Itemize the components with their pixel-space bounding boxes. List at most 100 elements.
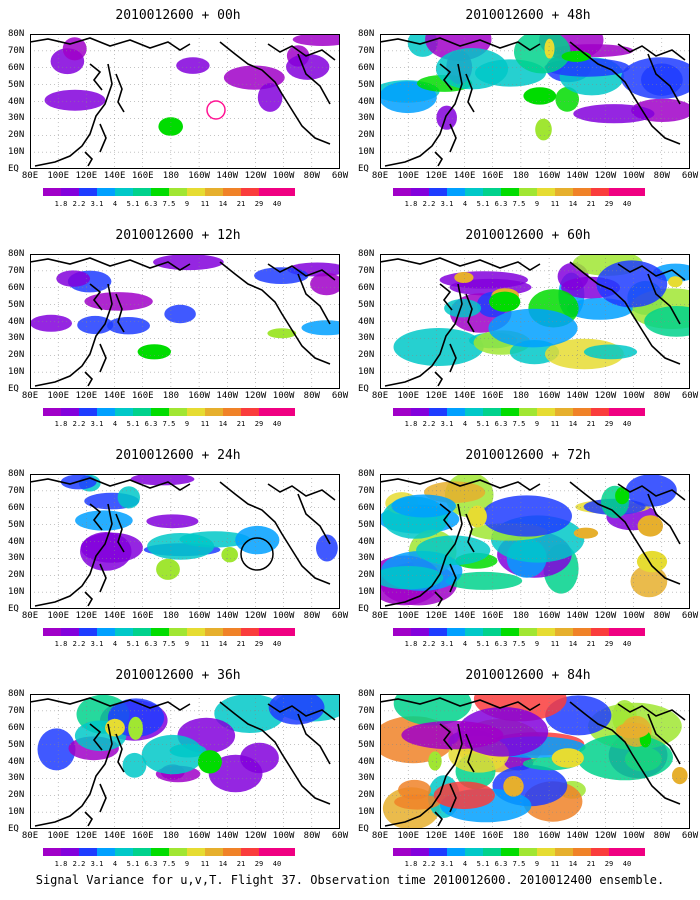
colorbar-swatch	[501, 408, 519, 416]
colorbar-swatch	[591, 848, 609, 856]
longitude-label: 120W	[594, 831, 617, 841]
colorbar-swatch	[537, 188, 555, 196]
colorbar-label: 4	[462, 860, 468, 868]
variance-core	[615, 722, 650, 739]
longitude-label: 160W	[538, 391, 560, 401]
longitude-label: 120E	[75, 171, 98, 181]
colorbar-label: 1.8	[54, 860, 68, 868]
coastline	[434, 151, 443, 167]
variance-blob	[56, 270, 91, 287]
colorbar-label: 29	[254, 860, 264, 868]
latitude-label: 60N	[8, 62, 25, 73]
colorbar-swatch	[115, 408, 133, 416]
colorbar-swatch	[241, 408, 259, 416]
longitude-label: 60W	[331, 171, 349, 181]
longitude-label: 100W	[272, 171, 295, 181]
latitude-label: 40N	[358, 316, 375, 327]
variance-core	[428, 751, 442, 771]
longitude-label: 140E	[453, 171, 476, 181]
colorbar-label: 29	[604, 860, 614, 868]
coastline	[84, 371, 93, 387]
variance-blob	[401, 720, 504, 750]
coastline	[449, 563, 457, 593]
longitude-label: 100E	[47, 391, 70, 401]
longitude-label: 120E	[75, 831, 98, 841]
colorbar-label: 6.3	[144, 420, 158, 428]
colorbar-label: 2.2	[422, 200, 436, 208]
coastline	[89, 283, 103, 311]
variance-blob	[214, 694, 285, 733]
variance-blob	[416, 535, 491, 566]
latitude-label: 60N	[358, 282, 375, 293]
coastline	[449, 343, 457, 373]
variance-core	[467, 505, 487, 528]
latitude-label: 80N	[8, 469, 25, 479]
colorbar-label: 40	[622, 860, 632, 868]
coastline	[439, 63, 453, 91]
longitude-label: 80E	[371, 831, 389, 841]
map-frame	[30, 254, 340, 389]
coastline	[465, 73, 475, 113]
colorbar-swatch	[259, 628, 277, 636]
colorbar-labels: 1.8 2.2 3.1 4 5.1 6.3 7.5 9 11 14 21 29 40	[393, 200, 683, 210]
colorbar-swatch	[393, 188, 411, 196]
longitude-label: 60W	[331, 611, 349, 621]
variance-blob	[235, 525, 280, 555]
forecast-panel: 2010012600 + 00h 80N 70N 60N 50N 40N 30N 20N 10N…	[8, 8, 348, 218]
colorbar-label: 29	[604, 640, 614, 648]
longitude-label: 180	[512, 391, 530, 401]
colorbar	[43, 628, 295, 636]
coastline	[439, 723, 453, 751]
colorbar-swatch	[465, 188, 483, 196]
longitude-label: 120W	[594, 611, 617, 621]
map-svg	[380, 694, 690, 829]
map-svg	[30, 694, 340, 829]
variance-blob	[435, 48, 509, 90]
longitude-label: 160W	[538, 611, 560, 621]
colorbar-label: 2.2	[422, 860, 436, 868]
panel-title: 2010012600 + 24h	[115, 448, 241, 463]
colorbar	[43, 408, 295, 416]
map-svg	[30, 34, 340, 169]
colorbar-label: 1.8	[404, 200, 418, 208]
coastline	[115, 513, 125, 553]
latitude-label: 70N	[358, 45, 375, 56]
forecast-panel: 2010012600 + 84h 80N 70N 60N 50N 40N 30N 20N 10N…	[358, 668, 698, 878]
longitude-label: 80E	[371, 611, 389, 621]
colorbar-label: 1.8	[54, 640, 68, 648]
colorbar-label: 6.3	[144, 860, 158, 868]
longitude-label: 60W	[681, 171, 699, 181]
coastline	[219, 701, 331, 805]
latitude-label: 80N	[358, 29, 375, 39]
colorbar-swatch	[169, 408, 187, 416]
coastline	[647, 713, 681, 765]
longitude-label: 80E	[21, 391, 39, 401]
variance-core	[523, 87, 557, 105]
coastline	[219, 261, 331, 365]
variance-core	[137, 344, 171, 360]
colorbar-label: 40	[622, 420, 632, 428]
colorbar-label: 11	[200, 640, 210, 648]
coastline	[297, 713, 331, 765]
variance-blob	[380, 566, 444, 590]
figure-caption: Signal Variance for u,v,T. Flight 37. Ob…	[35, 873, 665, 887]
latitude-label: 10N	[8, 807, 25, 818]
colorbar-labels: 1.8 2.2 3.1 4 5.1 6.3 7.5 9 11 14 21 29 40	[393, 640, 683, 650]
colorbar-label: 9	[184, 640, 190, 648]
latitude-label: 30N	[8, 773, 25, 784]
longitude-label: 140W	[566, 611, 589, 621]
colorbar-swatch	[151, 628, 169, 636]
colorbar-label: 4	[462, 640, 468, 648]
colorbar-labels: 1.8 2.2 3.1 4 5.1 6.3 7.5 9 11 14 21 29 40	[393, 420, 683, 430]
variance-blob	[75, 510, 133, 531]
latitude-label: EQ	[8, 604, 19, 614]
longitude-label: 180	[162, 611, 180, 621]
longitude-label: 100E	[397, 171, 420, 181]
variance-core	[636, 550, 668, 573]
colorbar-swatch	[241, 628, 259, 636]
latitude-label: 40N	[8, 536, 25, 547]
map-frame	[30, 474, 340, 609]
coastline	[617, 43, 686, 61]
longitude-label: 120E	[425, 611, 448, 621]
colorbar-swatch	[43, 408, 61, 416]
